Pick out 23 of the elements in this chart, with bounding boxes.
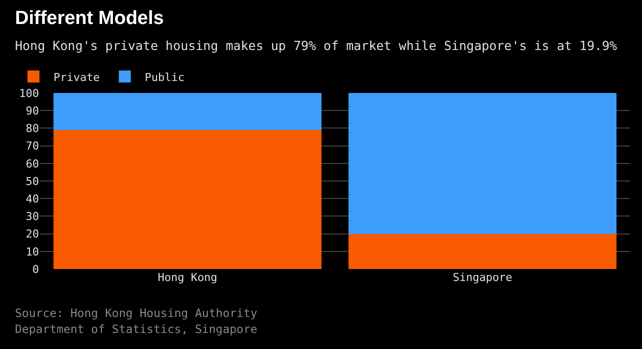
y-tick-label: 30 [26,210,39,224]
y-tick-label: 100 [19,86,39,100]
y-tick-label: 40 [26,192,39,206]
y-tick-label: 10 [26,245,39,258]
y-tick-label: 0 [32,262,39,276]
chart-subtitle: Hong Kong's private housing makes up 79% of market while Singapore's is at 19.9% [15,38,618,53]
y-tick-label: 70 [26,140,39,153]
bar [348,93,617,234]
y-tick-label: 90 [26,104,39,118]
y-tick-label: 80 [26,122,39,136]
legend-label: Private [53,70,100,84]
y-tick-label: 20 [26,228,39,241]
y-tick-label: 50 [26,174,39,188]
y-tick-label: 60 [26,157,39,170]
source-note: Source: Hong Kong Housing Authority [15,306,258,320]
legend-label: Public [144,70,185,84]
bar [348,234,617,269]
bar [53,130,322,269]
x-tick-label: Hong Kong [158,271,218,284]
x-tick-label: Singapore [452,271,512,284]
bar [53,93,322,130]
text: Department of Statistics, Singapore [15,322,258,336]
chart-title: Different Models [15,8,164,29]
